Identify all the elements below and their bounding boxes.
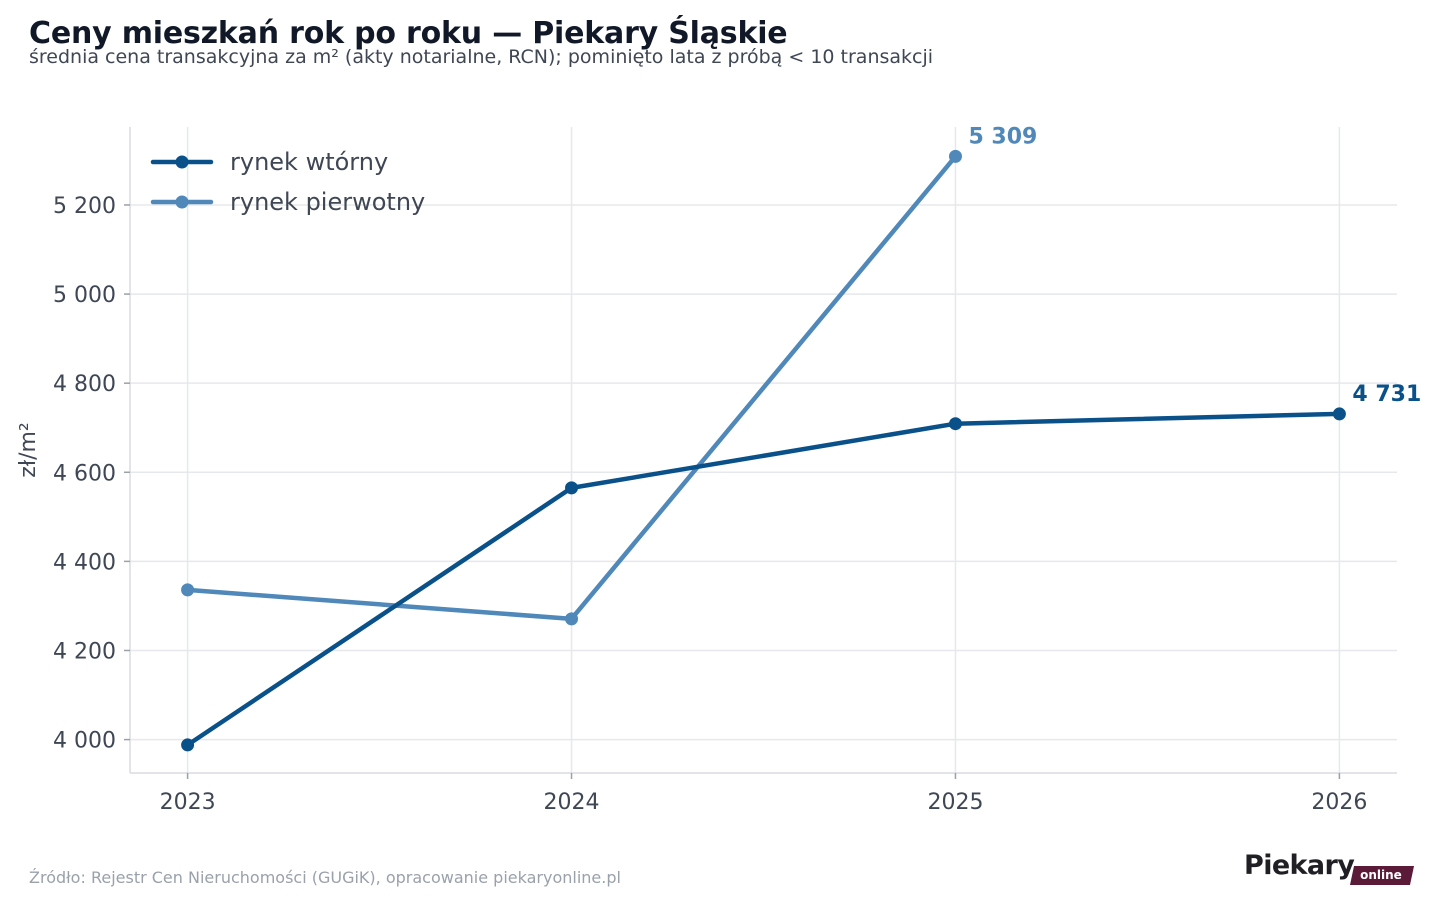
- logo-wordmark: Piekary: [1244, 850, 1355, 881]
- data-point: [948, 149, 962, 163]
- data-point: [181, 738, 195, 752]
- data-point: [565, 612, 579, 626]
- y-tick-label: 4 800: [53, 372, 116, 397]
- y-tick-label: 5 000: [53, 283, 116, 308]
- legend-label: rynek pierwotny: [230, 188, 425, 216]
- data-label: 4 731: [1352, 382, 1421, 407]
- y-tick-label: 4 400: [53, 550, 116, 575]
- data-point: [565, 481, 579, 495]
- logo-tag: online: [1349, 866, 1414, 885]
- series-line: [185, 411, 1342, 748]
- y-tick-label: 4 000: [53, 729, 116, 754]
- x-tick-label: 2026: [1311, 790, 1367, 815]
- data-point: [181, 583, 195, 597]
- legend-marker: [175, 195, 189, 209]
- y-tick-label: 5 200: [53, 194, 116, 219]
- data-label: 5 309: [968, 124, 1037, 149]
- data-point: [948, 417, 962, 431]
- chart-title: Ceny mieszkań rok po roku — Piekary Śląs…: [29, 16, 788, 51]
- x-tick-label: 2023: [160, 790, 216, 815]
- y-tick-label: 4 200: [53, 639, 116, 664]
- source-note: Źródło: Rejestr Cen Nieruchomości (GUGiK…: [29, 868, 621, 887]
- y-tick-label: 4 600: [53, 461, 116, 486]
- y-axis-label: zł/m²: [16, 422, 41, 477]
- legend-label: rynek wtórny: [230, 148, 388, 176]
- legend-marker: [175, 155, 189, 169]
- data-point: [1332, 407, 1346, 421]
- x-tick-label: 2024: [544, 790, 600, 815]
- x-tick-label: 2025: [927, 790, 983, 815]
- chart-subtitle: średnia cena transakcyjna za m² (akty no…: [29, 46, 934, 68]
- brand-logo: Piekary online: [1244, 850, 1416, 890]
